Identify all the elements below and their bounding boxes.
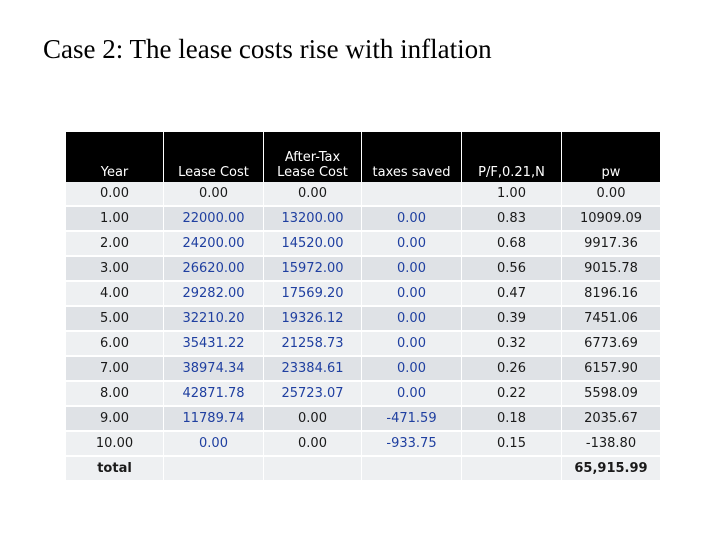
pf-cell: 0.56 (462, 257, 562, 282)
header-row: Year Lease Cost After-Tax Lease Cost tax… (66, 132, 661, 182)
pw-cell: 8196.16 (562, 282, 661, 307)
table-row: 3.00 26620.00 15972.00 0.00 0.56 9015.78 (66, 257, 661, 282)
pw-cell: 10909.09 (562, 207, 661, 232)
year-cell: 8.00 (66, 382, 164, 407)
table-row: 9.00 11789.74 0.00 -471.59 0.18 2035.67 (66, 407, 661, 432)
year-cell: 5.00 (66, 307, 164, 332)
pw-cell: 6773.69 (562, 332, 661, 357)
taxes-saved-cell: 0.00 (362, 207, 462, 232)
table-row: 2.00 24200.00 14520.00 0.00 0.68 9917.36 (66, 232, 661, 257)
lease-cost-cell: 38974.34 (164, 357, 264, 382)
header-pw: pw (562, 132, 661, 182)
empty-cell (362, 457, 462, 482)
pf-cell: 1.00 (462, 182, 562, 207)
taxes-saved-cell: 0.00 (362, 307, 462, 332)
after-tax-cell: 19326.12 (264, 307, 362, 332)
table-row: 7.00 38974.34 23384.61 0.00 0.26 6157.90 (66, 357, 661, 382)
pw-cell: 2035.67 (562, 407, 661, 432)
taxes-saved-cell: -471.59 (362, 407, 462, 432)
total-row: total 65,915.99 (66, 457, 661, 482)
header-pf-factor: P/F,0.21,N (462, 132, 562, 182)
lease-cost-cell: 22000.00 (164, 207, 264, 232)
table-row: 1.00 22000.00 13200.00 0.00 0.83 10909.0… (66, 207, 661, 232)
pf-cell: 0.39 (462, 307, 562, 332)
lease-cost-cell: 32210.20 (164, 307, 264, 332)
year-cell: 6.00 (66, 332, 164, 357)
total-value: 65,915.99 (562, 457, 661, 482)
after-tax-cell: 17569.20 (264, 282, 362, 307)
header-year: Year (66, 132, 164, 182)
pf-cell: 0.15 (462, 432, 562, 457)
slide-title: Case 2: The lease costs rise with inflat… (43, 34, 492, 64)
taxes-saved-cell: 0.00 (362, 332, 462, 357)
after-tax-cell: 25723.07 (264, 382, 362, 407)
after-tax-cell: 15972.00 (264, 257, 362, 282)
after-tax-cell: 21258.73 (264, 332, 362, 357)
lease-cost-cell: 0.00 (164, 432, 264, 457)
lease-cost-cell: 29282.00 (164, 282, 264, 307)
pf-cell: 0.26 (462, 357, 562, 382)
pf-cell: 0.47 (462, 282, 562, 307)
pf-cell: 0.32 (462, 332, 562, 357)
year-cell: 2.00 (66, 232, 164, 257)
empty-cell (264, 457, 362, 482)
taxes-saved-cell: -933.75 (362, 432, 462, 457)
pf-cell: 0.83 (462, 207, 562, 232)
pw-cell: 9015.78 (562, 257, 661, 282)
total-label: total (66, 457, 164, 482)
pf-cell: 0.18 (462, 407, 562, 432)
year-cell: 0.00 (66, 182, 164, 207)
empty-cell (164, 457, 264, 482)
year-cell: 7.00 (66, 357, 164, 382)
taxes-saved-cell: 0.00 (362, 382, 462, 407)
pw-cell: 0.00 (562, 182, 661, 207)
after-tax-cell: 13200.00 (264, 207, 362, 232)
lease-cost-table: Year Lease Cost After-Tax Lease Cost tax… (66, 132, 661, 482)
lease-cost-cell: 26620.00 (164, 257, 264, 282)
pw-cell: -138.80 (562, 432, 661, 457)
year-cell: 9.00 (66, 407, 164, 432)
lease-cost-cell: 11789.74 (164, 407, 264, 432)
header-lease-cost: Lease Cost (164, 132, 264, 182)
taxes-saved-cell: 0.00 (362, 357, 462, 382)
table-row: 5.00 32210.20 19326.12 0.00 0.39 7451.06 (66, 307, 661, 332)
table-row: 4.00 29282.00 17569.20 0.00 0.47 8196.16 (66, 282, 661, 307)
table-row: 10.00 0.00 0.00 -933.75 0.15 -138.80 (66, 432, 661, 457)
year-cell: 1.00 (66, 207, 164, 232)
pf-cell: 0.22 (462, 382, 562, 407)
taxes-saved-cell: 0.00 (362, 232, 462, 257)
table-row: 8.00 42871.78 25723.07 0.00 0.22 5598.09 (66, 382, 661, 407)
after-tax-cell: 23384.61 (264, 357, 362, 382)
pw-cell: 9917.36 (562, 232, 661, 257)
after-tax-cell: 0.00 (264, 182, 362, 207)
pw-cell: 6157.90 (562, 357, 661, 382)
header-after-tax-lease-cost: After-Tax Lease Cost (264, 132, 362, 182)
after-tax-cell: 14520.00 (264, 232, 362, 257)
empty-cell (462, 457, 562, 482)
lease-cost-cell: 42871.78 (164, 382, 264, 407)
after-tax-cell: 0.00 (264, 407, 362, 432)
lease-cost-cell: 24200.00 (164, 232, 264, 257)
year-cell: 10.00 (66, 432, 164, 457)
taxes-saved-cell: 0.00 (362, 282, 462, 307)
after-tax-cell: 0.00 (264, 432, 362, 457)
table-row: 6.00 35431.22 21258.73 0.00 0.32 6773.69 (66, 332, 661, 357)
pf-cell: 0.68 (462, 232, 562, 257)
year-cell: 4.00 (66, 282, 164, 307)
header-taxes-saved: taxes saved (362, 132, 462, 182)
taxes-saved-cell: 0.00 (362, 257, 462, 282)
pw-cell: 7451.06 (562, 307, 661, 332)
year-cell: 3.00 (66, 257, 164, 282)
lease-cost-cell: 0.00 (164, 182, 264, 207)
table-row: 0.00 0.00 0.00 1.00 0.00 (66, 182, 661, 207)
pw-cell: 5598.09 (562, 382, 661, 407)
taxes-saved-cell (362, 182, 462, 207)
lease-cost-cell: 35431.22 (164, 332, 264, 357)
